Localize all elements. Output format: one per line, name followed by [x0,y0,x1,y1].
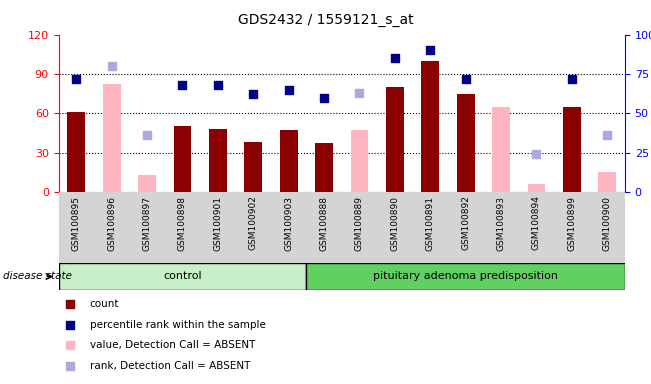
Text: GSM100892: GSM100892 [461,195,470,250]
Text: control: control [163,271,202,281]
Bar [59,263,307,290]
Bar [244,142,262,192]
Point [177,82,187,88]
Text: GSM100894: GSM100894 [532,195,541,250]
Point [354,90,365,96]
Point [71,76,81,82]
Point [142,132,152,138]
Bar [315,144,333,192]
Bar [103,84,120,192]
Bar [598,172,616,192]
Bar [492,107,510,192]
Text: pituitary adenoma predisposition: pituitary adenoma predisposition [373,271,558,281]
Text: GSM100888: GSM100888 [320,195,329,250]
Bar [457,94,475,192]
Text: GSM100896: GSM100896 [107,195,116,250]
Bar [280,130,298,192]
Point [64,322,75,328]
Bar [307,263,625,290]
Bar [386,87,404,192]
Text: GSM100891: GSM100891 [426,195,435,250]
Point [566,76,577,82]
Point [283,87,294,93]
Bar [563,107,581,192]
Bar [527,184,546,192]
Point [460,76,471,82]
Text: rank, Detection Call = ABSENT: rank, Detection Call = ABSENT [90,361,250,371]
Point [390,55,400,61]
Point [319,94,329,101]
Text: GSM100895: GSM100895 [72,195,81,250]
Bar [209,129,227,192]
Point [213,82,223,88]
Text: GSM100893: GSM100893 [497,195,506,250]
Point [64,301,75,307]
Bar [174,126,191,192]
Point [425,47,436,53]
Point [531,151,542,157]
Bar [351,130,368,192]
Text: GSM100889: GSM100889 [355,195,364,250]
Text: GSM100900: GSM100900 [603,195,612,250]
Text: count: count [90,299,119,309]
Point [602,132,613,138]
Text: value, Detection Call = ABSENT: value, Detection Call = ABSENT [90,340,255,350]
Text: GSM100903: GSM100903 [284,195,293,250]
Text: GSM100898: GSM100898 [178,195,187,250]
Bar [68,112,85,192]
Text: GSM100899: GSM100899 [568,195,576,250]
Bar [421,61,439,192]
Text: GSM100890: GSM100890 [391,195,399,250]
Point [64,342,75,348]
Text: GSM100901: GSM100901 [214,195,223,250]
Text: GDS2432 / 1559121_s_at: GDS2432 / 1559121_s_at [238,13,413,27]
Text: GSM100897: GSM100897 [143,195,152,250]
Point [64,363,75,369]
Text: GSM100902: GSM100902 [249,195,258,250]
Text: percentile rank within the sample: percentile rank within the sample [90,320,266,330]
Bar [138,175,156,192]
Point [248,91,258,98]
Point [107,63,117,69]
Text: disease state: disease state [3,271,72,281]
